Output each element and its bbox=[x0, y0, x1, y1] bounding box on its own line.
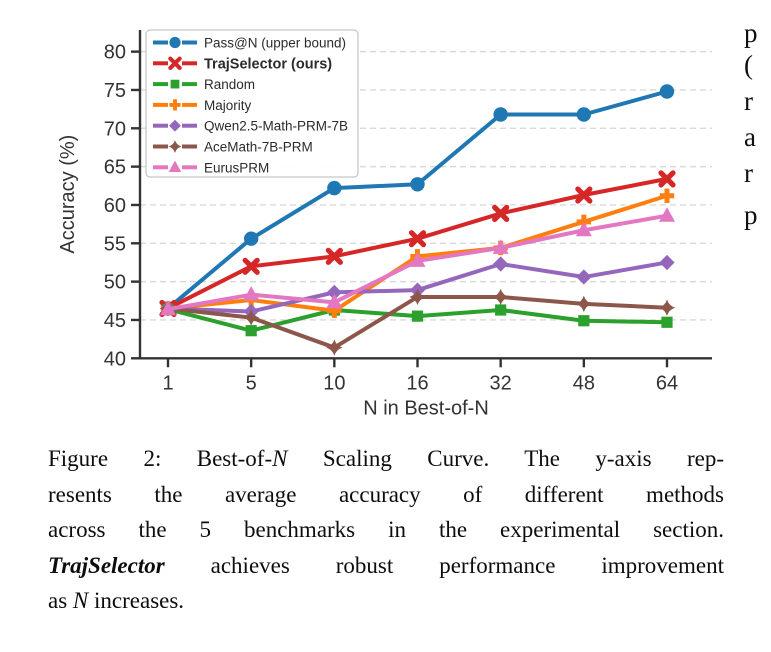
caption-text: increases. bbox=[88, 588, 185, 613]
caption-text: N bbox=[72, 588, 89, 613]
legend: Pass@N (upper bound) TrajSelector (ours) R… bbox=[145, 29, 359, 178]
clipped-text-fragment: ( bbox=[744, 50, 753, 80]
legend-item: Majority bbox=[153, 98, 252, 113]
series-random bbox=[162, 303, 673, 337]
caption-text: Scaling Curve. The y-axis rep- bbox=[287, 446, 725, 471]
y-tick-label: 65 bbox=[104, 157, 126, 179]
caption-text: TrajSelector bbox=[48, 552, 165, 578]
legend-item: AceMath-7B-PRM bbox=[153, 140, 313, 155]
clipped-text-fragment: a bbox=[744, 122, 756, 152]
clipped-text-fragment: r bbox=[744, 86, 753, 116]
clipped-text-fragment: p bbox=[744, 200, 758, 230]
x-tick-label: 32 bbox=[490, 372, 512, 394]
legend-label: EurusPRM bbox=[204, 160, 269, 175]
x-tick-label: 1 bbox=[162, 372, 173, 394]
figure-caption: Figure 2: Best-of-N Scaling Curve. The y… bbox=[48, 441, 724, 619]
legend-label: AceMath-7B-PRM bbox=[204, 140, 313, 155]
caption-text: Figure 2: Best-of- bbox=[48, 446, 273, 471]
line-chart-canvas: 40 45 50 55 60 65 70 75 80 1 5 10 16 32 48 64 N in Best-… bbox=[57, 29, 712, 419]
caption-text: N bbox=[272, 446, 288, 471]
clipped-text-fragment: p bbox=[744, 18, 758, 48]
legend-item: Pass@N (upper bound) bbox=[153, 36, 346, 51]
series-eurusprm bbox=[160, 207, 676, 316]
adjacent-column-text: p(r a r p bbox=[744, 0, 771, 260]
legend-item: TrajSelector (ours) bbox=[153, 56, 332, 72]
caption-line: resents the average accuracy of differen… bbox=[48, 477, 724, 513]
x-tick-label: 64 bbox=[656, 372, 678, 394]
legend-label: Pass@N (upper bound) bbox=[204, 36, 346, 51]
legend-item: Qwen2.5-Math-PRM-7B bbox=[153, 119, 348, 134]
y-axis-title: Accuracy (%) bbox=[57, 135, 79, 254]
caption-line: Figure 2: Best-of-N Scaling Curve. The y… bbox=[48, 441, 724, 477]
legend-item: Random bbox=[153, 77, 255, 92]
y-tick-label: 40 bbox=[104, 348, 126, 370]
caption-text: achieves robust performance improvement bbox=[164, 552, 724, 578]
legend-label: Qwen2.5-Math-PRM-7B bbox=[204, 119, 348, 134]
caption-line: across the 5 benchmarks in the experimen… bbox=[48, 512, 724, 548]
y-tick-label: 50 bbox=[104, 272, 126, 294]
legend-label: TrajSelector (ours) bbox=[204, 56, 332, 72]
caption-text: resents the average accuracy of differen… bbox=[48, 481, 724, 507]
legend-label: Random bbox=[204, 77, 255, 92]
legend-label: Majority bbox=[204, 98, 252, 113]
y-tick-label: 80 bbox=[104, 42, 126, 64]
y-tick-label: 60 bbox=[104, 195, 126, 217]
bestofn-scaling-chart: 40 45 50 55 60 65 70 75 80 1 5 10 16 32 48 64 N in Best-… bbox=[57, 29, 712, 419]
x-tick-label: 16 bbox=[406, 372, 428, 394]
y-tick-label: 70 bbox=[104, 118, 126, 140]
y-tick-label: 45 bbox=[104, 310, 126, 332]
caption-line: as N increases. bbox=[48, 583, 724, 619]
clipped-text-fragment: r bbox=[744, 158, 753, 188]
caption-text: as bbox=[48, 588, 73, 613]
y-tick-label: 75 bbox=[104, 80, 126, 102]
x-tick-label: 10 bbox=[323, 372, 345, 394]
legend-item: EurusPRM bbox=[153, 160, 269, 175]
x-tick-label: 48 bbox=[573, 372, 595, 394]
x-tick-label: 5 bbox=[246, 372, 257, 394]
caption-text: across the 5 benchmarks in the experimen… bbox=[48, 517, 724, 542]
caption-line: TrajSelector achieves robust performance… bbox=[48, 548, 724, 584]
legend-box bbox=[145, 29, 359, 178]
x-axis-title: N in Best-of-N bbox=[363, 397, 489, 419]
series-acemath-7b-prm bbox=[159, 288, 676, 356]
y-tick-label: 55 bbox=[104, 233, 126, 255]
